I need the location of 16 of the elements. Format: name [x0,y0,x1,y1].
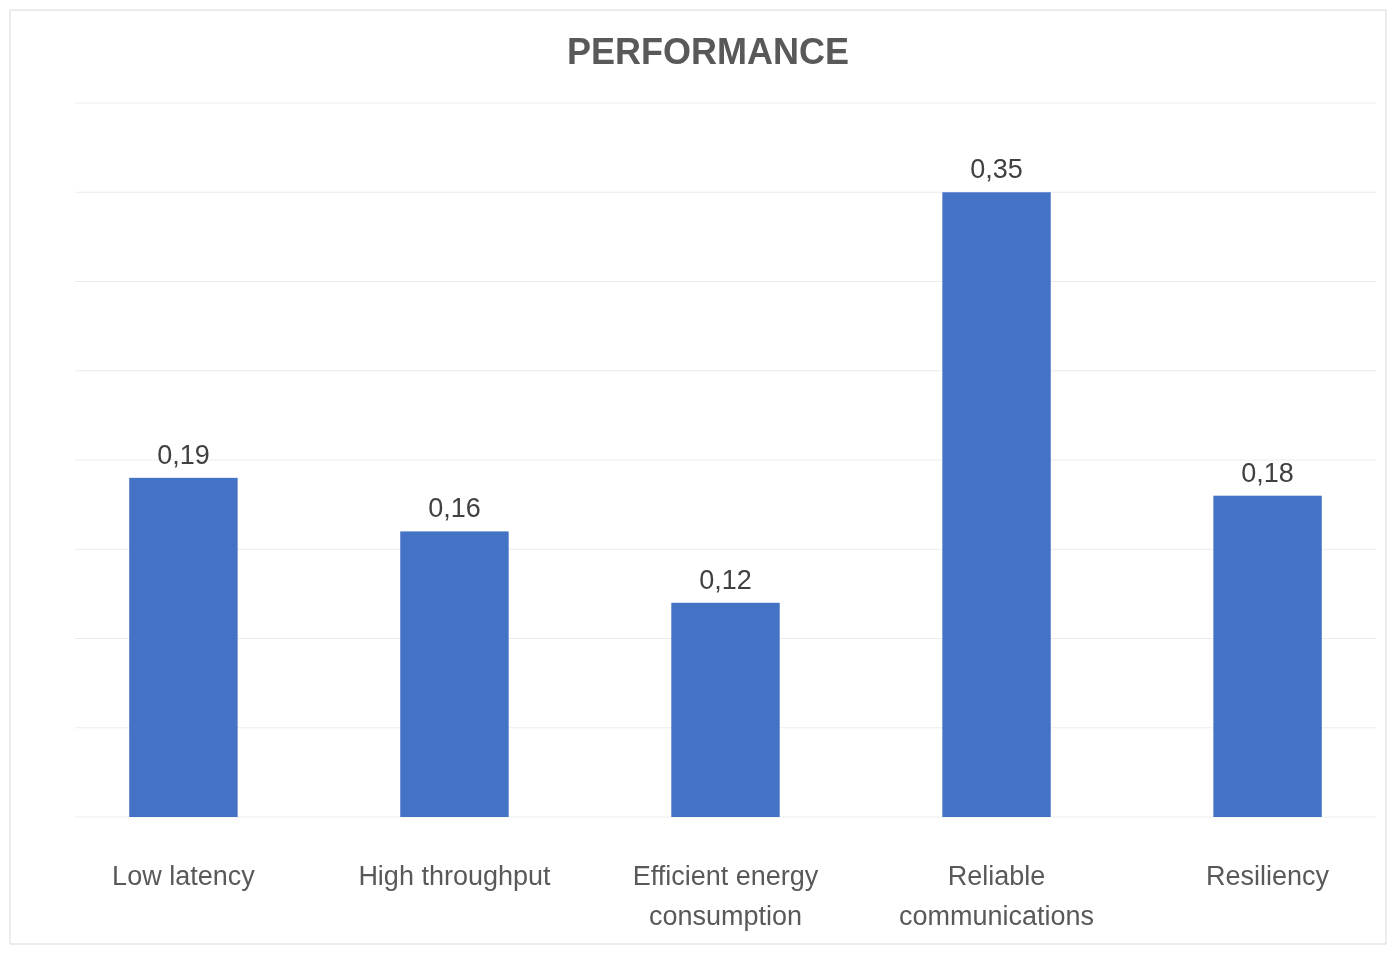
bar [942,192,1051,817]
bar [1213,495,1322,817]
chart-title: PERFORMANCE [566,31,850,72]
data-label: 0,12 [699,564,752,595]
data-label: 0,35 [970,154,1023,185]
x-tick-label: Reliable communications [899,861,1095,931]
x-tick-label: Efficient energy consumption [632,861,819,931]
x-tick-label: High throughput [358,861,552,891]
bar [671,602,780,817]
data-label: 0,16 [428,493,481,524]
bar [400,531,509,817]
x-tick-label: Low latency [112,861,256,891]
bar [129,477,238,817]
x-tick-label: Resiliency [1206,861,1330,891]
data-label: 0,19 [157,439,210,470]
data-label: 0,18 [1241,457,1294,488]
